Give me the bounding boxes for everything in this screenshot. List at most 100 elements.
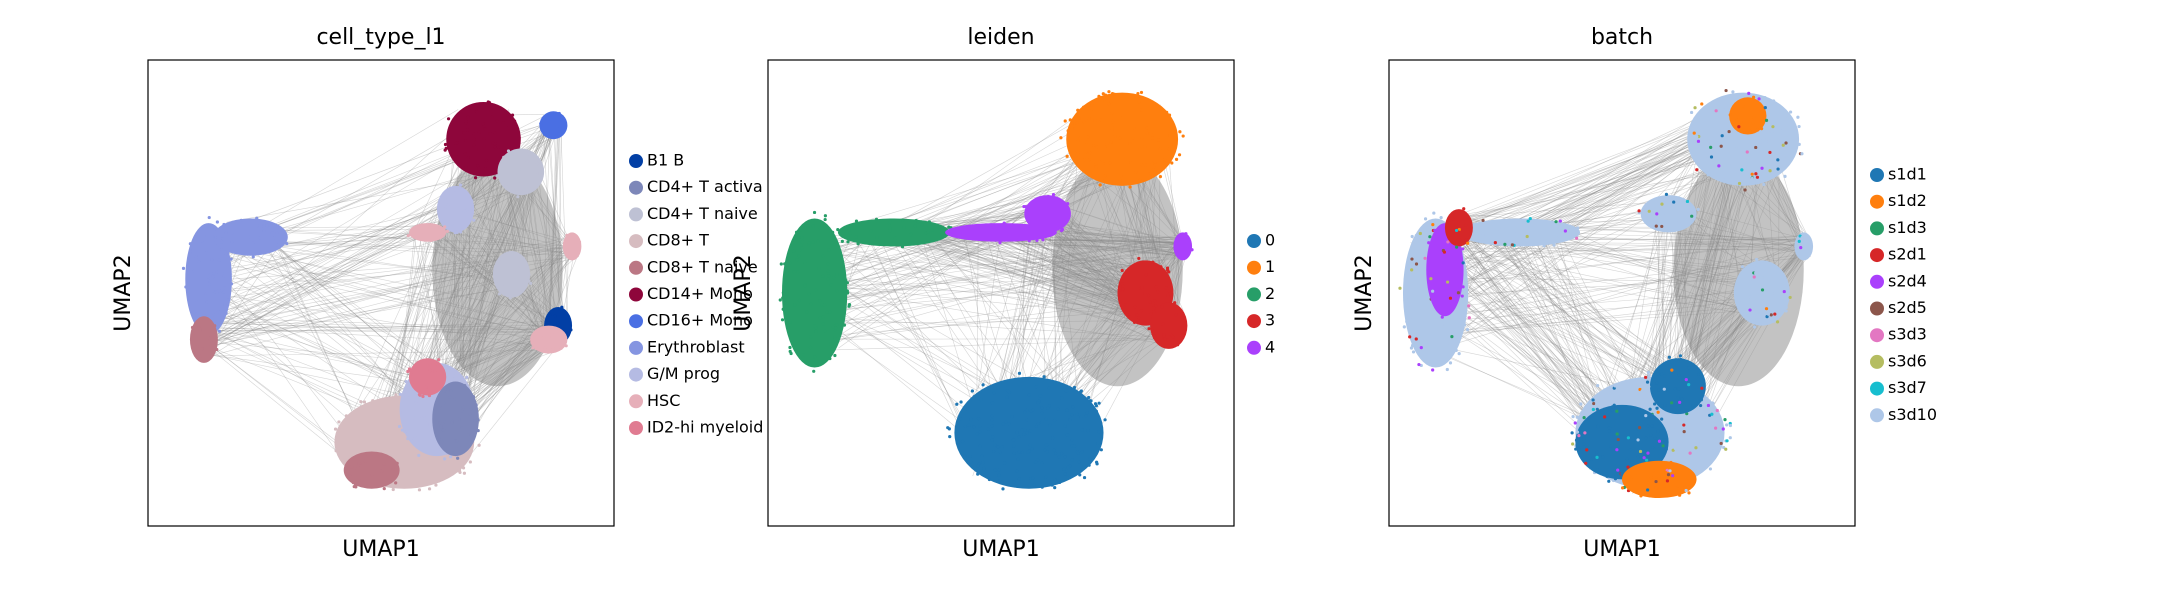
cell-dot [1755,175,1760,179]
cell-dot [1119,173,1123,178]
cell-dot [448,395,452,399]
cell-dot [1746,158,1750,163]
cell-dot [466,115,470,120]
edge [1458,235,1660,382]
cell-dot [1584,461,1588,465]
cell-dot [476,418,480,422]
cell-dot [192,269,196,273]
cell-dot [1027,239,1031,243]
cell-dot [520,162,524,166]
cell-dot [1113,134,1117,138]
cell-dot [352,412,356,416]
cell-dot [785,292,789,296]
cell-dot [1451,217,1456,221]
cluster [562,232,582,261]
cell-dot [461,405,465,410]
cell-dot [1412,240,1416,245]
cell-dot [821,315,825,319]
cell-dot [1015,430,1019,435]
cell-dot [1756,128,1760,132]
cell-dot [1070,127,1074,131]
cell-dot [1760,299,1764,303]
cell-dot [483,127,487,131]
edge [1450,257,1600,405]
edge [219,150,468,298]
cell-dot [404,393,408,397]
cell-dot [1052,418,1057,423]
edge [1449,208,1670,306]
cell-dot [1634,438,1638,442]
cell-dot [538,171,542,176]
edge [1448,286,1673,383]
cell-dot [1750,267,1755,271]
cell-dot [204,291,208,296]
cell-dot [550,111,554,115]
cell-dot [217,258,221,262]
cell-dot [835,323,839,327]
cell-dot [451,451,455,455]
cell-dot [1645,380,1650,384]
cell-dot [908,242,912,246]
cell-dot [1682,423,1686,427]
cell-dot [1768,169,1772,173]
cell-dot [1005,395,1009,399]
cell-dot [1678,354,1683,358]
cell-dot [1630,473,1634,477]
cell-dot [1031,476,1035,480]
edge [1432,269,1666,381]
cell-dot [454,141,458,145]
cell-dot [1445,280,1450,284]
cell-dot [428,431,432,435]
cell-dot [1460,294,1464,298]
cell-dot [1103,177,1107,182]
cell-dot [1534,241,1538,245]
cell-dot [1753,290,1757,294]
cell-dot [908,233,912,237]
cell-dot [1596,424,1600,429]
cell-dot [1582,416,1586,420]
cell-dot [963,235,967,239]
cell-dot [967,423,971,427]
cell-dot [1010,415,1014,419]
cell-dot [1417,252,1421,256]
cell-dot [1520,220,1524,224]
cell-dot [1687,383,1691,387]
cell-dot [920,223,924,227]
cell-dot [1741,104,1746,108]
cell-dot [275,243,279,247]
edge [194,323,437,382]
cell-dot [795,258,799,262]
cell-dot [1757,265,1761,269]
cell-dot [359,400,363,404]
cell-dot [841,289,845,293]
cell-dot [980,223,984,228]
cell-dot [217,329,221,333]
cell-dot [1085,411,1089,415]
cell-dot [1556,233,1560,237]
cell-dot [1084,140,1089,144]
cell-dot [1072,444,1077,448]
cell-dot [1133,305,1137,309]
cell-dot [902,225,906,230]
edge [194,200,464,338]
cell-dot [500,169,504,173]
cell-dot [801,353,806,357]
cell-dot [1654,486,1658,490]
cell-dot [1690,214,1694,218]
edge [791,150,1101,273]
cell-dot [1649,476,1653,480]
cell-dot [1685,199,1690,204]
cell-dot [1769,313,1773,317]
cell-dot [972,425,976,429]
cell-dot [369,412,374,416]
cell-dot [464,139,468,143]
cell-dot [462,471,467,475]
cell-dot [1691,404,1695,408]
cell-dot [1542,244,1546,248]
cell-dot [818,226,822,230]
cell-dot [1646,488,1650,492]
cell-dot [1676,484,1680,488]
cell-dot [1414,337,1418,341]
cell-dot [369,439,374,444]
cell-dot [848,231,852,235]
